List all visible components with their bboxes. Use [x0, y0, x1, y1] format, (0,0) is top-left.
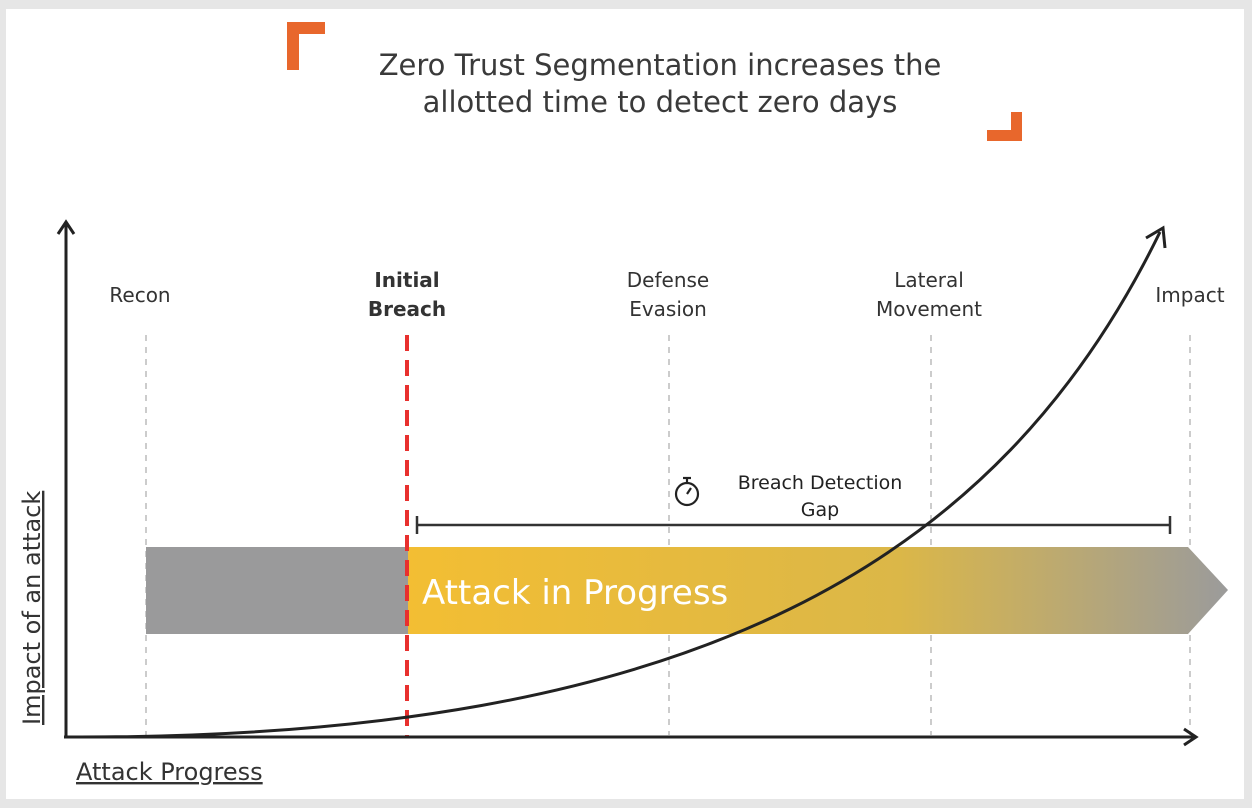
x-axis-arrow — [1183, 727, 1199, 747]
x-axis-label: Attack Progress — [76, 758, 263, 786]
y-axis-label: Impact of an attack — [18, 491, 46, 725]
stage-label-impact: Impact — [1155, 283, 1224, 307]
attack-in-progress-label: Attack in Progress — [422, 573, 728, 613]
bracket-top-left — [287, 22, 325, 70]
stage-label-recon: Recon — [109, 283, 170, 307]
diagram-panel — [6, 9, 1244, 799]
title-line-1: Zero Trust Segmentation increases the — [379, 48, 942, 82]
y-axis-arrow — [56, 219, 76, 235]
breach-detection-gap-bracket — [415, 516, 1172, 534]
stage-label-initial-breach-1: Initial — [374, 268, 439, 292]
stage-label-lateral-movement-2: Movement — [876, 297, 982, 321]
curve-arrowhead — [1145, 225, 1167, 249]
bracket-bottom-right — [987, 112, 1022, 141]
title-line-2: allotted time to detect zero days — [423, 85, 898, 119]
stage-label-defense-evasion-1: Defense — [627, 268, 709, 292]
stage-label-initial-breach-2: Breach — [368, 297, 446, 321]
impact-curve — [64, 231, 1162, 739]
gap-label-1: Breach Detection — [738, 472, 903, 494]
stage-label-lateral-movement-1: Lateral — [894, 268, 964, 292]
pre-breach-bar — [146, 547, 408, 634]
stopwatch-icon — [674, 476, 700, 507]
attack-in-progress-arrow — [408, 547, 1228, 634]
gap-label-2: Gap — [801, 499, 839, 521]
stage-label-defense-evasion-2: Evasion — [629, 297, 707, 321]
